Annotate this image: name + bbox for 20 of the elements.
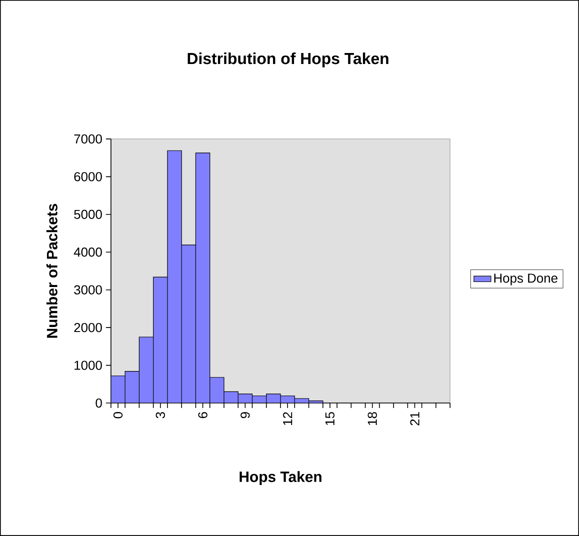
x-axis-title: Hops Taken — [240, 471, 322, 486]
x-tick-label: 12 — [283, 412, 292, 425]
x-tick-label: 21 — [410, 412, 420, 426]
y-tick-label: 0 — [96, 398, 102, 408]
legend-label: Hops Done — [494, 274, 558, 286]
x-tick-label: 0 — [113, 412, 123, 418]
x-tick-label: 6 — [198, 412, 208, 418]
x-tick-label: 3 — [156, 412, 165, 418]
x-tick-label: 15 — [325, 412, 334, 425]
y-tick-label: 6000 — [74, 172, 102, 182]
y-tick-label: 5000 — [74, 210, 102, 219]
x-tick-label: 9 — [240, 412, 250, 418]
chart-title: Distribution of Hops Taken — [188, 52, 388, 68]
y-tick-label: 4000 — [74, 248, 102, 257]
y-axis-title: Number of Packets — [46, 204, 58, 338]
y-tick-label: 2000 — [74, 322, 102, 332]
y-tick-label: 7000 — [74, 134, 102, 144]
y-tick-label: 3000 — [74, 285, 102, 294]
x-tick-label: 18 — [368, 412, 377, 425]
y-tick-label: 1000 — [74, 360, 102, 370]
